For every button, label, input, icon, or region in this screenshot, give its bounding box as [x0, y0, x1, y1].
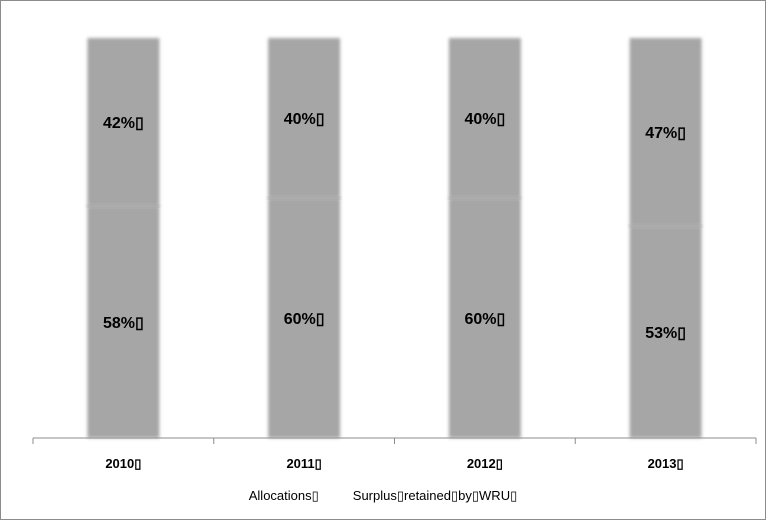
data-label-allocations-2011: 60%▯	[284, 311, 325, 328]
bar-surplus-2011	[268, 38, 341, 198]
legend-item-allocations: Allocations▯	[248, 488, 319, 503]
data-label-allocations-2013: 53%▯	[645, 325, 686, 342]
bar-surplus-2012	[448, 38, 521, 198]
data-labels-layer: 58%▯ 42%▯ 60%▯ 40%▯ 60%▯ 40%▯ 53%▯ 47%▯	[103, 111, 686, 342]
data-label-allocations-2010: 58%▯	[103, 315, 144, 332]
bar-allocations-2011	[268, 198, 341, 438]
segment-boundary-2012	[448, 196, 521, 200]
bar-allocations-2012	[448, 198, 521, 438]
bar-surplus-2013	[629, 38, 702, 226]
data-label-surplus-2012: 40%▯	[464, 111, 505, 128]
legend: Allocations▯ Surplus▯retained▯by▯WRU▯	[0, 488, 766, 508]
x-tick-label-2011: 2011▯	[286, 456, 321, 471]
x-tick-label-2013: 2013▯	[648, 456, 684, 471]
legend-item-surplus-retained: Surplus▯retained▯by▯WRU▯	[352, 488, 518, 503]
data-label-surplus-2010: 42%▯	[103, 115, 144, 132]
x-tick-label-2012: 2012▯	[467, 456, 503, 471]
bars-layer	[87, 38, 702, 438]
x-tick-label-2010: 2010▯	[105, 456, 141, 471]
bar-allocations-2013	[629, 226, 702, 438]
bar-allocations-2010	[87, 206, 160, 438]
segment-boundary-2010	[87, 204, 160, 208]
data-label-surplus-2011: 40%▯	[284, 111, 325, 128]
x-axis-ticks-layer: 2010▯ 2011▯ 2012▯ 2013▯	[32, 438, 757, 471]
bar-surplus-2010	[87, 38, 160, 206]
segment-boundary-2011	[268, 196, 341, 200]
data-label-allocations-2012: 60%▯	[464, 311, 505, 328]
segment-boundary-2013	[629, 224, 702, 228]
data-label-surplus-2013: 47%▯	[645, 125, 686, 142]
